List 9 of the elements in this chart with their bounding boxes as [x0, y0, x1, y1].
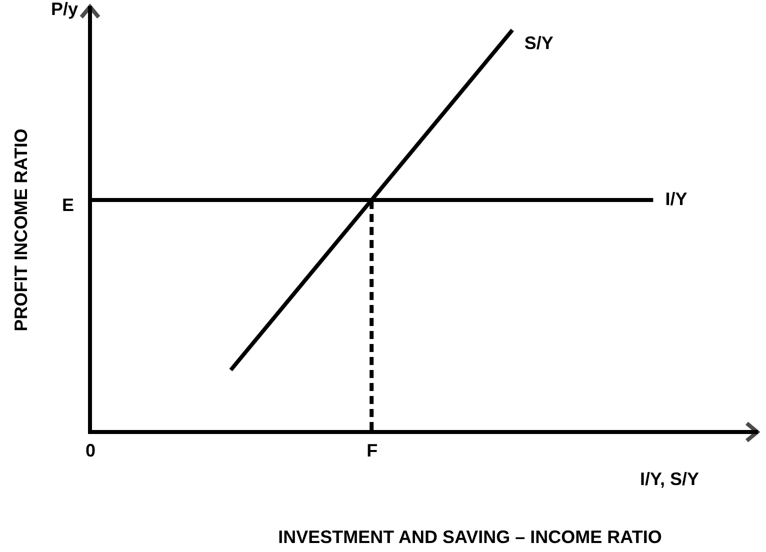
series-label: S/Y — [524, 33, 554, 53]
text: I/Y, S/Y — [640, 469, 700, 489]
x-axis-title: INVESTMENT AND SAVING – INCOME RATIO — [278, 527, 662, 547]
series-label: I/Y — [665, 189, 688, 209]
x-tick-label: 0 — [85, 440, 96, 460]
text: P/y — [50, 0, 78, 19]
text: E — [62, 195, 74, 215]
x-tick-label: F — [366, 440, 378, 460]
y-axis-title: PROFIT INCOME RATIO — [11, 128, 31, 332]
